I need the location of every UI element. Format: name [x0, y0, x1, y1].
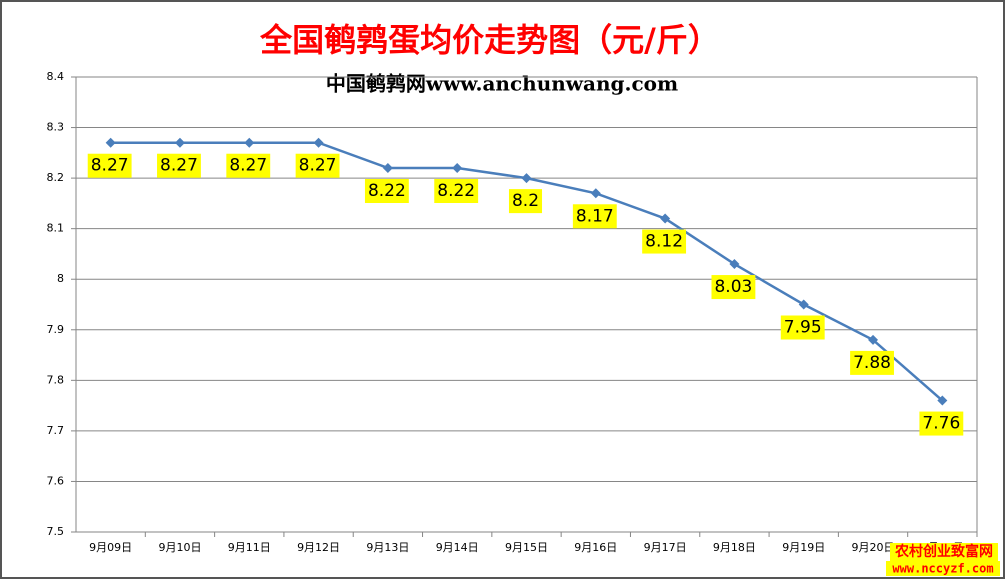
chart-subtitle: 中国鹌鹑网www.anchunwang.com — [326, 72, 678, 96]
data-label-bg — [642, 229, 687, 254]
y-tick-label: 8.3 — [47, 121, 65, 134]
data-label-bg — [919, 411, 964, 436]
data-label: 8.27 — [91, 156, 129, 176]
x-tick-label: 9月11日 — [228, 541, 271, 554]
data-label-bg — [572, 204, 617, 229]
data-label-bg — [226, 153, 271, 178]
x-tick-label: 9月20日 — [852, 541, 895, 554]
data-label-bg — [295, 153, 340, 178]
x-tick-label: 9月14日 — [436, 541, 479, 554]
point — [798, 299, 809, 310]
point — [244, 137, 255, 148]
x-tick-label: 9月13日 — [366, 541, 409, 554]
data-label: 8.22 — [437, 181, 475, 201]
x-tick-label: 9月09日 — [89, 541, 132, 554]
x-tick-label: 9月17日 — [644, 541, 687, 554]
point — [868, 334, 879, 345]
data-label-bg — [711, 275, 756, 300]
y-tick-label: 7.7 — [47, 424, 65, 437]
data-label: 8.27 — [299, 156, 337, 176]
data-label-bg — [364, 179, 409, 203]
watermark: www.nccyzf.com — [892, 562, 993, 576]
data-label-bg — [850, 350, 894, 375]
point — [452, 163, 463, 173]
x-tick-label: 9月19日 — [782, 541, 825, 554]
x-tick-label: 9月18日 — [713, 541, 756, 554]
point — [313, 137, 324, 148]
data-label: 8.12 — [645, 232, 683, 252]
point — [937, 395, 948, 406]
data-label: 8.2 — [512, 191, 539, 211]
data-label: 8.17 — [576, 206, 614, 226]
data-label: 7.95 — [784, 318, 822, 338]
x-tick-label: 9月10日 — [158, 541, 201, 554]
chart-title: 全国鹌鹑蛋均价走势图（元/斤） — [259, 21, 720, 59]
data-label: 8.27 — [229, 156, 267, 176]
watermark-bg — [890, 543, 998, 561]
watermark: 农村创业致富网 — [894, 543, 993, 560]
data-label-bg — [157, 153, 201, 178]
point — [660, 213, 671, 224]
point — [729, 259, 740, 270]
data-label-bg — [434, 179, 479, 203]
y-tick-label: 7.5 — [47, 525, 65, 538]
data-label-bg — [508, 189, 543, 214]
data-label-bg — [780, 315, 825, 340]
data-label: 8.03 — [714, 277, 752, 297]
y-tick-label: 7.9 — [47, 323, 65, 336]
data-label: 8.22 — [368, 181, 406, 201]
point — [105, 137, 116, 148]
x-tick-label: 9月12日 — [297, 541, 340, 554]
point — [174, 137, 185, 148]
y-tick-label: 8.4 — [47, 70, 65, 83]
y-tick-label: 8.2 — [47, 171, 65, 184]
point — [521, 173, 532, 184]
x-tick-label: 9月15日 — [505, 541, 548, 554]
y-tick-label: 7.8 — [47, 373, 65, 386]
y-tick-label: 8.1 — [47, 222, 65, 235]
data-label-bg — [87, 153, 132, 178]
x-tick-label: 9月16日 — [574, 541, 617, 554]
watermark-bg — [886, 561, 1000, 576]
y-tick-label: 7.6 — [47, 474, 65, 487]
data-label: 7.88 — [853, 353, 891, 373]
point — [590, 188, 601, 199]
y-tick-label: 8 — [57, 272, 64, 285]
point — [382, 163, 393, 173]
data-label: 8.27 — [160, 156, 198, 176]
data-label: 7.76 — [922, 414, 960, 434]
